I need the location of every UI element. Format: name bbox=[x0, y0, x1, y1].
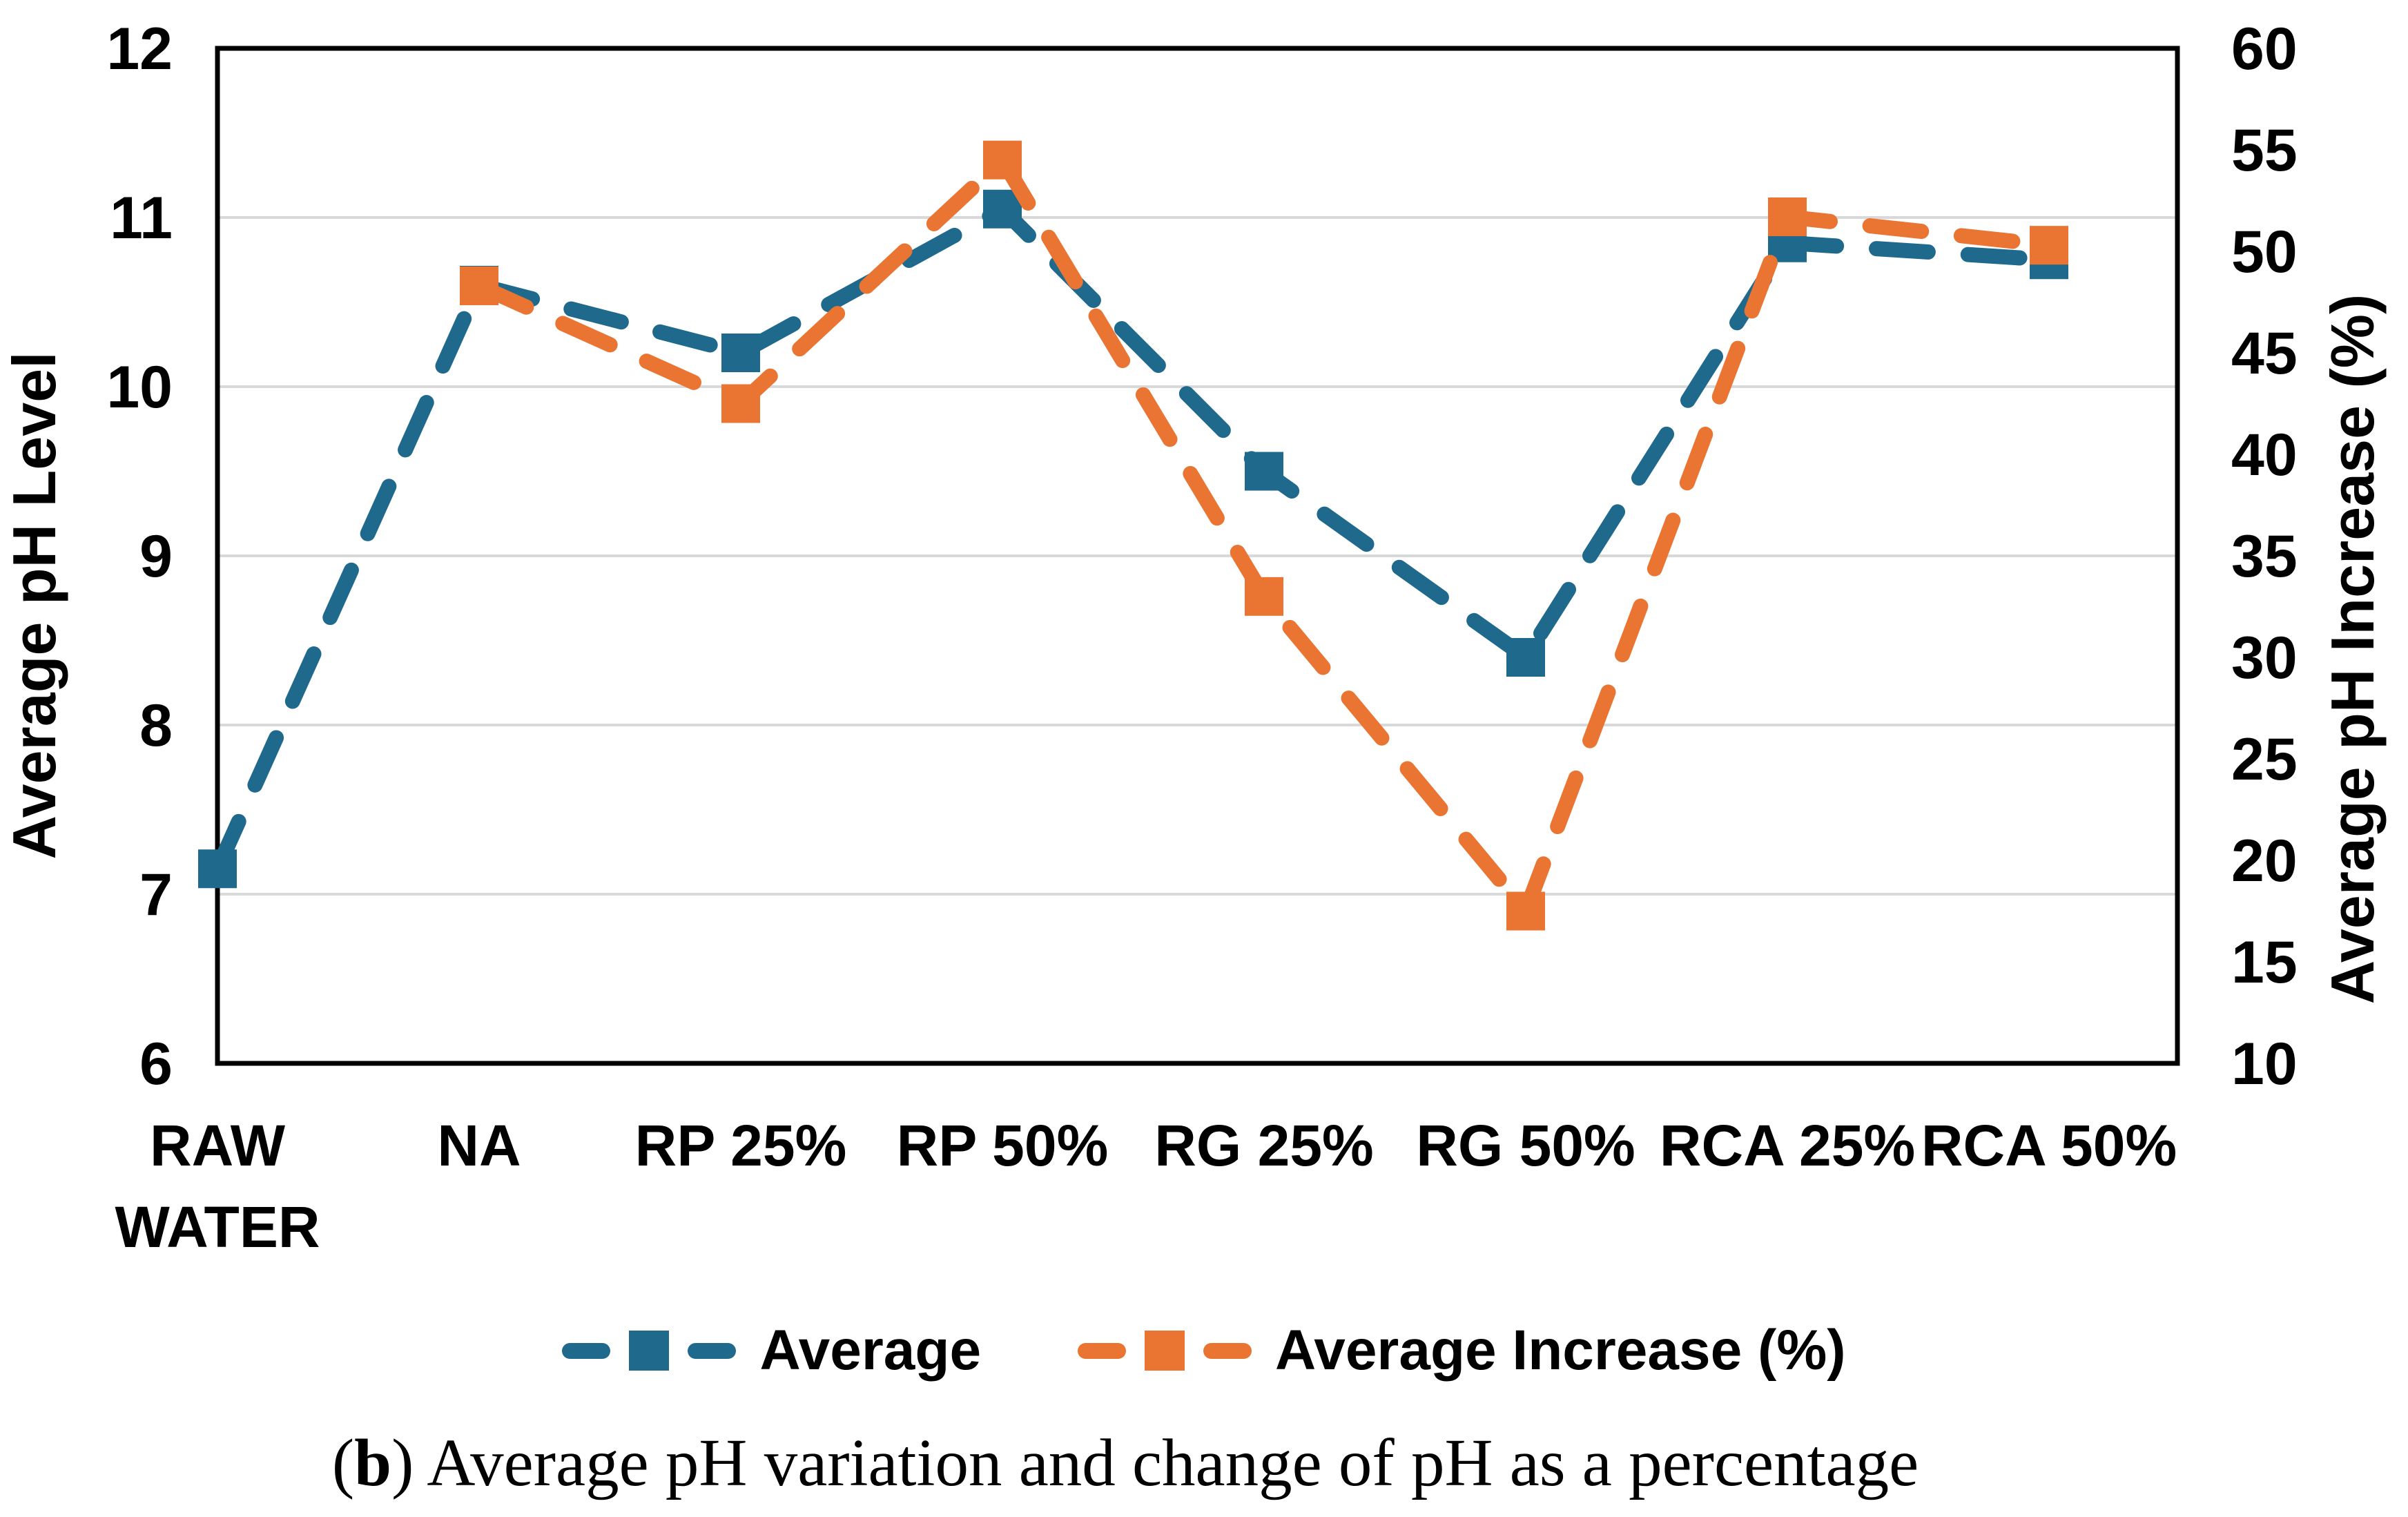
y-axis-left-tick-label: 12 bbox=[106, 16, 173, 82]
legend-label-average-increase: Average Increase (%) bbox=[1275, 1319, 1846, 1382]
average-increase-series-marker bbox=[721, 384, 760, 423]
y-axis-right-tick-label: 60 bbox=[2231, 16, 2298, 82]
average-increase-series-line bbox=[472, 152, 2057, 919]
average-increase-series-marker bbox=[2030, 226, 2068, 265]
x-axis-tick-label: RP 25% bbox=[635, 1113, 847, 1178]
y-axis-right-tick-label: 10 bbox=[2231, 1031, 2298, 1097]
y-axis-left-tick-label: 11 bbox=[110, 185, 173, 251]
legend-dash-icon bbox=[1203, 1342, 1252, 1359]
y-axis-right-tick-label: 20 bbox=[2231, 828, 2298, 894]
y-axis-right-tick-label: 50 bbox=[2231, 219, 2298, 285]
legend-dash-icon bbox=[562, 1342, 611, 1359]
x-axis-tick-label: RAW bbox=[150, 1113, 286, 1178]
y-axis-left-tick-label: 7 bbox=[139, 862, 173, 928]
y-axis-right-tick-label: 30 bbox=[2231, 625, 2298, 691]
legend-dash-icon bbox=[1078, 1342, 1127, 1359]
average-series-marker bbox=[1245, 452, 1283, 491]
x-axis-tick-label: WATER bbox=[115, 1195, 320, 1259]
legend-label-average: Average bbox=[759, 1319, 982, 1382]
left-axis-title: Average pH Level bbox=[0, 351, 68, 859]
average-increase-series-marker bbox=[1768, 197, 1807, 237]
average-series-marker bbox=[1506, 638, 1545, 677]
x-axis-tick-label: RCA 25% bbox=[1660, 1113, 1915, 1178]
average-series-marker bbox=[198, 849, 237, 889]
y-axis-left-tick-label: 8 bbox=[139, 693, 173, 759]
caption-prefix: ( bbox=[331, 1426, 355, 1500]
average-series-line bbox=[210, 201, 2057, 877]
x-axis-tick-label: RG 25% bbox=[1154, 1113, 1373, 1178]
legend-dash-icon bbox=[688, 1342, 737, 1359]
average-increase-series-marker bbox=[1506, 891, 1545, 931]
y-axis-left-tick-label: 6 bbox=[139, 1031, 173, 1097]
y-axis-right-tick-label: 55 bbox=[2231, 117, 2298, 184]
x-axis-tick-label: RCA 50% bbox=[1921, 1113, 2177, 1178]
average-increase-series-marker bbox=[460, 266, 498, 305]
y-axis-right-tick-label: 25 bbox=[2231, 726, 2298, 793]
legend-square-marker-icon bbox=[629, 1331, 670, 1371]
y-axis-right-tick-label: 35 bbox=[2231, 523, 2298, 590]
right-axis-title: Average pH Increase (%) bbox=[2318, 294, 2387, 1005]
average-series-legend-glyph bbox=[562, 1330, 737, 1371]
legend-item-average: Average bbox=[562, 1322, 981, 1379]
y-axis-right-tick-label: 45 bbox=[2231, 320, 2298, 387]
x-axis-tick-label: RP 50% bbox=[897, 1113, 1109, 1178]
legend-square-marker-icon bbox=[1145, 1331, 1185, 1371]
caption-text: ) Average pH variation and change of pH … bbox=[391, 1426, 1919, 1500]
y-axis-left-tick-label: 9 bbox=[139, 523, 173, 590]
x-axis-tick-label: RG 50% bbox=[1416, 1113, 1635, 1178]
figure-caption: (b) Average pH variation and change of p… bbox=[0, 1426, 2251, 1500]
legend-item-average-increase: Average Increase (%) bbox=[1078, 1322, 1846, 1379]
y-axis-right-tick-label: 40 bbox=[2231, 422, 2298, 488]
average-increase-series-marker bbox=[983, 140, 1022, 180]
y-axis-right-tick-label: 15 bbox=[2231, 929, 2298, 996]
y-axis-left-tick-label: 10 bbox=[106, 354, 173, 421]
average-series-marker bbox=[721, 334, 760, 372]
average-increase-series-marker bbox=[1245, 577, 1283, 616]
chart-legend: Average Average Increase (%) bbox=[0, 1309, 2408, 1392]
x-axis-tick-label: NA bbox=[437, 1113, 521, 1178]
plot-border bbox=[215, 46, 2180, 1066]
caption-bold-letter: b bbox=[354, 1426, 392, 1500]
average-increase-series-legend-glyph bbox=[1078, 1330, 1252, 1371]
